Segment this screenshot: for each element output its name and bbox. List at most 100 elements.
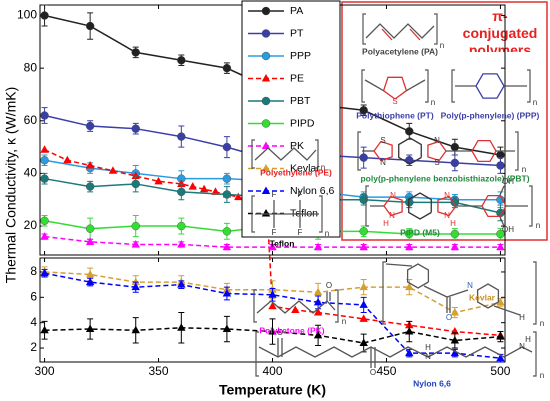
bond	[409, 28, 421, 41]
legend-marker	[261, 119, 271, 128]
bond	[365, 23, 435, 39]
bond	[423, 285, 448, 298]
marker	[496, 332, 505, 340]
marker	[108, 166, 118, 174]
marker	[177, 221, 186, 231]
marker	[131, 179, 140, 189]
box-title-holder: π-conjugated polymers	[462, 8, 538, 52]
legend-box	[241, 0, 341, 238]
legend-label: PT	[290, 27, 304, 39]
atom-label: N	[390, 191, 396, 200]
marker	[85, 324, 95, 333]
marker	[63, 155, 72, 164]
marker	[40, 232, 49, 240]
structure-label: Kevlar	[469, 292, 496, 302]
y-tick-label: 40	[24, 166, 38, 180]
marker	[313, 297, 323, 306]
marker	[359, 153, 368, 162]
bracket	[382, 261, 386, 325]
marker	[450, 198, 460, 207]
atom-label: N	[519, 342, 525, 351]
bracket	[251, 139, 255, 169]
marker	[359, 106, 368, 115]
structure-label: Nylon 6,6	[413, 378, 451, 388]
legend-label: Kevlar	[290, 162, 320, 174]
legend-label: PIPD	[290, 117, 315, 129]
marker	[450, 335, 460, 344]
y-tick-label: 20	[24, 218, 38, 232]
atom-label: F	[272, 228, 277, 237]
bond	[398, 137, 422, 165]
x-tick-label: 350	[149, 364, 169, 378]
atom-label: n	[536, 221, 540, 230]
atom-label: n	[533, 98, 537, 107]
box-title: π-conjugated polymers	[462, 8, 538, 52]
marker	[268, 301, 277, 310]
marker	[222, 289, 232, 297]
atom-label: n	[440, 41, 444, 50]
marker	[85, 21, 95, 31]
marker	[40, 156, 49, 165]
legend-label: PPP	[290, 50, 311, 62]
x-axis-label: Temperature (K)	[219, 382, 326, 398]
legend-marker	[261, 51, 271, 61]
marker	[85, 161, 95, 169]
bond	[385, 263, 413, 267]
atom-label: N	[444, 211, 450, 220]
bracket	[251, 195, 255, 233]
bracket	[529, 185, 533, 227]
marker	[85, 277, 95, 286]
bracket	[365, 185, 369, 227]
marker	[496, 353, 505, 362]
atom-label: H	[383, 219, 389, 228]
bracket	[425, 69, 429, 103]
marker	[359, 300, 368, 308]
marker	[177, 280, 186, 288]
marker	[177, 239, 186, 248]
bond	[446, 289, 469, 298]
atom-label: N	[425, 352, 431, 361]
marker	[177, 179, 186, 187]
marker	[131, 239, 140, 248]
bond	[427, 140, 447, 162]
atom-label: H	[525, 335, 531, 344]
marker	[291, 305, 300, 313]
atom-label: O	[370, 368, 376, 377]
bond	[499, 216, 505, 227]
structure-label: Polythiophene (PT)	[356, 110, 434, 120]
marker	[405, 242, 414, 251]
atom-label: F	[272, 190, 277, 199]
bond	[382, 76, 408, 100]
marker	[131, 282, 140, 291]
marker	[222, 63, 232, 73]
marker	[131, 325, 140, 334]
marker	[131, 124, 140, 133]
bond	[258, 346, 533, 358]
marker	[154, 176, 163, 185]
atom-label: N	[389, 211, 395, 220]
atom-label: n	[431, 98, 435, 107]
marker	[268, 327, 277, 335]
marker	[40, 216, 49, 225]
bond	[364, 79, 384, 92]
marker	[496, 242, 505, 251]
marker	[313, 330, 323, 339]
y-tick-label: 80	[24, 60, 38, 74]
atom-label: N	[467, 281, 473, 290]
atom-label: H	[450, 219, 456, 228]
bond	[476, 283, 500, 309]
atom-label: OH	[502, 225, 514, 234]
marker	[131, 277, 140, 286]
marker	[405, 229, 414, 239]
marker	[359, 314, 368, 322]
marker	[496, 297, 505, 306]
bond	[493, 305, 521, 316]
x-tick-label: 400	[262, 364, 282, 378]
marker	[222, 227, 232, 236]
legend-marker	[261, 141, 271, 149]
marker	[222, 242, 232, 251]
atom-label: n	[342, 317, 346, 326]
atom-label: S	[434, 158, 439, 167]
bracket	[527, 69, 531, 103]
x-tick-label: 450	[376, 364, 396, 378]
